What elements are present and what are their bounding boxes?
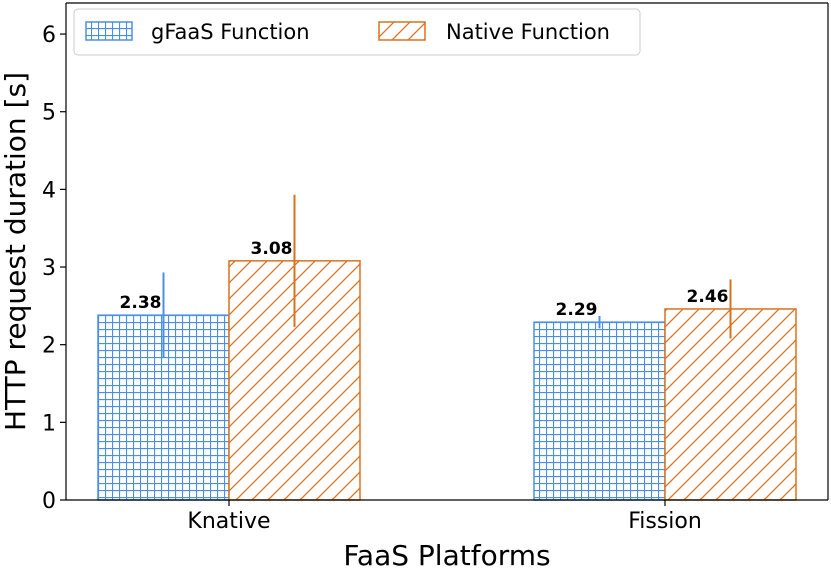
legend-label-native: Native Function [446,20,610,44]
labels-layer: 2.38 2.29 3.08 2.46 [120,239,729,320]
value-label: 2.29 [556,300,598,320]
y-axis-title: HTTP request duration [s] [0,72,32,431]
x-tick-label: Fission [628,509,702,534]
bar-native-fission [664,308,797,501]
y-tick-label: 2 [42,334,56,359]
legend-label-gfaas: gFaaS Function [151,20,310,44]
legend: gFaaS Function Native Function [73,8,641,56]
y-tick-label: 0 [42,489,56,514]
legend-swatch-native [378,21,426,41]
bar-gfaas-fission [533,321,666,501]
bars-layer [97,194,797,501]
y-tick-label: 1 [42,411,56,436]
value-label: 3.08 [251,239,293,259]
x-tick-label: Knative [187,509,270,534]
y-tick-label: 5 [42,101,56,126]
value-label: 2.38 [120,293,162,313]
y-tick-label: 6 [42,23,56,48]
x-axis-title: FaaS Platforms [343,539,550,572]
legend-box [73,8,641,56]
y-tick-label: 4 [42,178,56,203]
value-label: 2.46 [687,287,729,307]
y-tick-label: 3 [42,256,56,281]
legend-swatch-gfaas [85,21,133,41]
